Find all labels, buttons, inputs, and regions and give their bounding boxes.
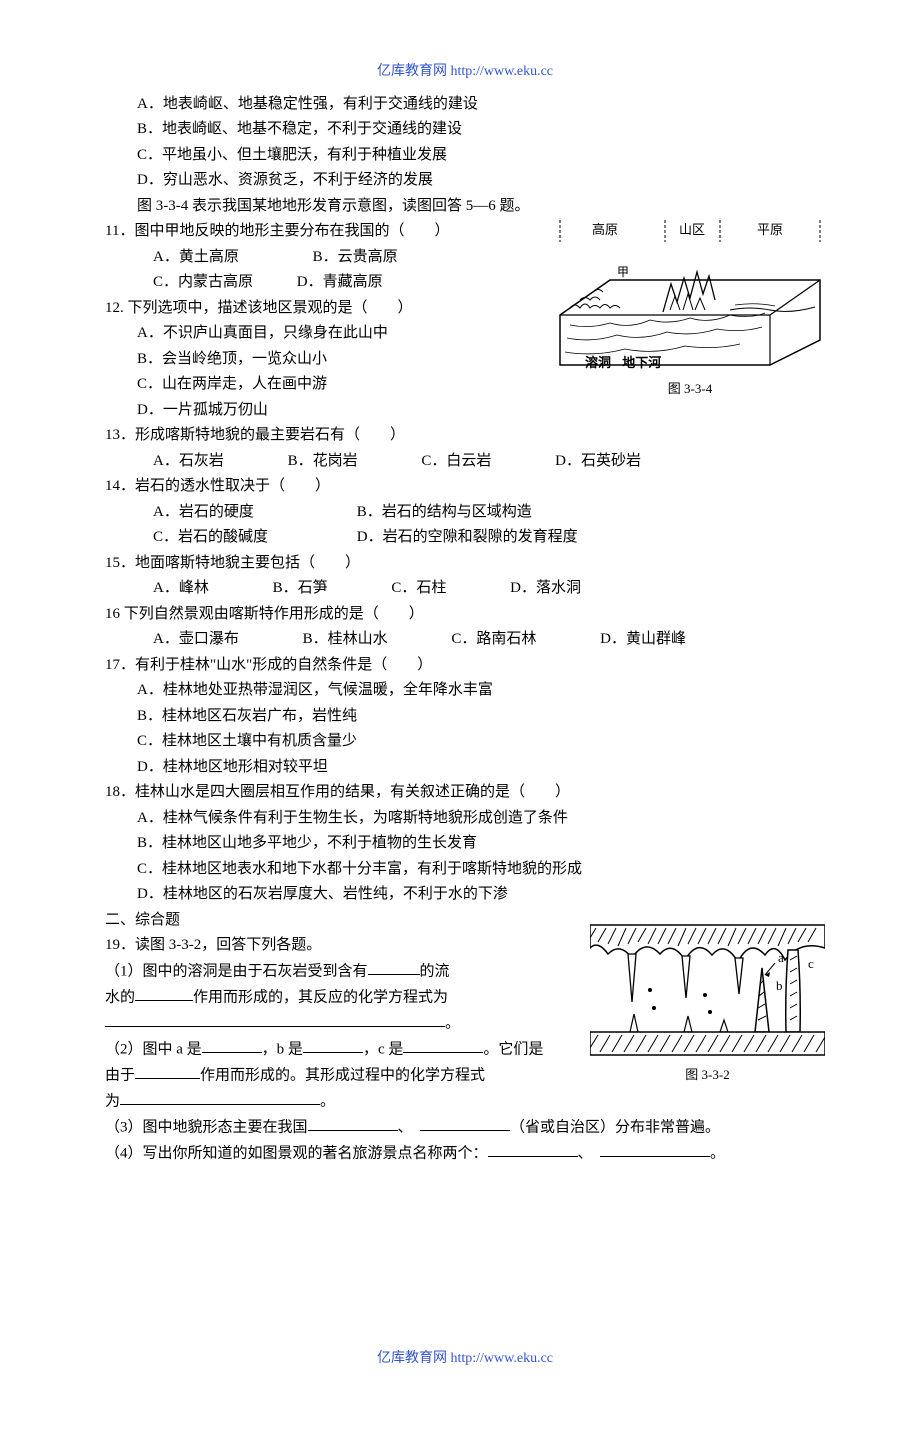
q17-stem: 17．有利于桂林"山水"形成的自然条件是（ ） [105,653,825,679]
q14-opt-d: D．岩石的空隙和裂隙的发育程度 [357,525,578,551]
q17-opt-d: D．桂林地区地形相对较平坦 [105,755,825,781]
q18-opt-c: C．桂林地区地表水和地下水都十分丰富，有利于喀斯特地貌的形成 [105,857,825,883]
q13-stem: 13．形成喀斯特地貌的最主要岩石有（ ） [105,423,825,449]
q19-3: （3）图中地貌形态主要在我国、 （省或自治区）分布非常普遍。 [105,1115,825,1141]
q14-stem: 14．岩石的透水性取决于（ ） [105,474,825,500]
q15-opt-b: B．石笋 [273,576,328,602]
q14-opt-a: A．岩石的硬度 [153,500,353,526]
q17-opt-b: B．桂林地区石灰岩广布，岩性纯 [105,704,825,730]
q14-opt-b: B．岩石的结构与区域构造 [357,500,532,526]
q19-1-line1: （1）图中的溶洞是由于石灰岩受到含有的流 [105,959,575,985]
q19-2-line2: 由于作用而形成的。其形成过程中的化学方程式 [105,1063,575,1089]
q15-opt-d: D．落水洞 [510,576,581,602]
q16-opt-c: C．路南石林 [451,627,536,653]
q15-stem: 15．地面喀斯特地貌主要包括（ ） [105,551,825,577]
q19-4: （4）写出你所知道的如图景观的著名旅游景点名称两个：、 。 [105,1141,825,1167]
q11-opt-b: B．云贵高原 [313,245,398,271]
q18-opt-a: A．桂林气候条件有利于生物生长，为喀斯特地貌形成创造了条件 [105,806,825,832]
q11-opt-c: C．内蒙古高原 [153,270,253,296]
q13-opt-b: B．花岗岩 [288,449,358,475]
q17-opt-a: A．桂林地处亚热带湿润区，气候温暖，全年降水丰富 [105,678,825,704]
figure-3-3-2-caption: 图 3-3-2 [590,1064,825,1086]
page-header: 亿库教育网 http://www.eku.cc [105,60,825,84]
q10-opt-a: A．地表崎岖、地基稳定性强，有利于交通线的建设 [105,92,825,118]
page-footer: 亿库教育网 http://www.eku.cc [105,1347,825,1371]
q12-opt-b: B．会当岭绝顶，一览众山小 [105,347,825,373]
q18-opt-d: D．桂林地区的石灰岩厚度大、岩性纯，不利于水的下渗 [105,882,825,908]
q10-opt-b: B．地表崎岖、地基不稳定，不利于交通线的建设 [105,117,825,143]
q15-opt-c: C．石柱 [391,576,446,602]
q11-stem: 11．图中甲地反映的地形主要分布在我国的（ ） [105,219,825,245]
q13-opt-d: D．石英砂岩 [555,449,641,475]
q10-opt-c: C．平地虽小、但土壤肥沃，有利于种植业发展 [105,143,825,169]
q12-opt-c: C．山在两岸走，人在画中游 [105,372,825,398]
q16-stem: 16 下列自然景观由喀斯特作用形成的是（ ） [105,602,825,628]
q19-2-line3: 为。 [105,1089,825,1115]
q14-opt-c: C．岩石的酸碱度 [153,525,353,551]
content-body: 高原 山区 平原 甲 [105,92,825,1167]
fig332-label-b: b [776,978,783,993]
q19-2-line1: （2）图中 a 是，b 是，c 是。它们是 [105,1037,575,1063]
q15-opt-a: A．峰林 [153,576,209,602]
q19-1-line3: 。 [105,1011,575,1037]
q12-opt-a: A．不识庐山真面目，只缘身在此山中 [105,321,825,347]
q16-opt-b: B．桂林山水 [303,627,388,653]
q12-opt-d: D．一片孤城万仞山 [105,398,825,424]
intro-5-6: 图 3-3-4 表示我国某地地形发育示意图，读图回答 5—6 题。 [105,194,825,220]
q16-opt-a: A．壶口瀑布 [153,627,239,653]
q11-opt-a: A．黄土高原 [153,245,239,271]
q18-stem: 18．桂林山水是四大圈层相互作用的结果，有关叙述正确的是（ ） [105,780,825,806]
q13-opt-a: A．石灰岩 [153,449,224,475]
q16-opt-d: D．黄山群峰 [600,627,686,653]
q13-opt-c: C．白云岩 [421,449,491,475]
q10-opt-d: D．穷山恶水、资源贫乏，不利于经济的发展 [105,168,825,194]
q17-opt-c: C．桂林地区土壤中有机质含量少 [105,729,825,755]
q18-opt-b: B．桂林地区山地多平地少，不利于植物的生长发育 [105,831,825,857]
q11-opt-d: D．青藏高原 [297,270,383,296]
q19-stem: 19．读图 3-3-2，回答下列各题。 [105,933,825,959]
q12-stem: 12. 下列选项中，描述该地区景观的是（ ） [105,296,825,322]
q19-1-line2: 水的作用而形成的，其反应的化学方程式为 [105,985,575,1011]
